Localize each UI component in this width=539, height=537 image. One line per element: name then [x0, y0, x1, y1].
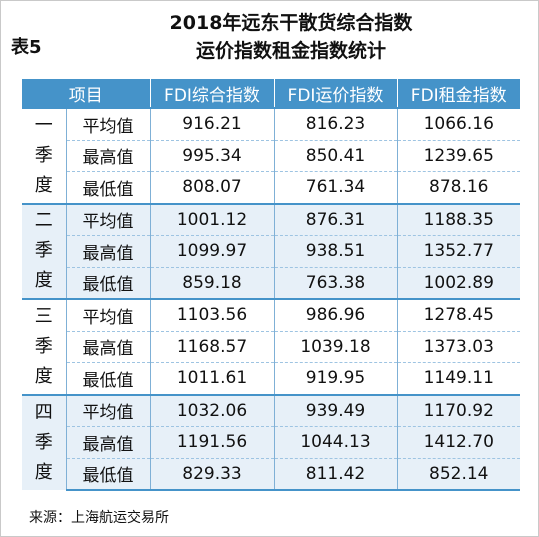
quarter-label-char: 度: [34, 365, 53, 387]
quarter-group-1: 一季度平均值 916.21 816.23 1066.16 最高值 995.34 850.41…: [22, 107, 520, 204]
composite-value: 808.07: [150, 171, 275, 204]
quarter-label-char: 三: [34, 305, 53, 327]
quarter-label-char: 季: [34, 144, 53, 166]
composite-value: 916.21: [150, 107, 275, 141]
item-cell: 最低值: [66, 362, 151, 395]
table-row: 最低值 859.18 763.38 1002.89: [22, 267, 520, 299]
table-row: 最高值 1191.56 1044.13 1412.70: [22, 426, 520, 459]
item-cell: 最低值: [66, 267, 151, 299]
composite-value: 1191.56: [150, 426, 275, 459]
quarter-label-char: 二: [34, 210, 53, 232]
rent-value: 852.14: [397, 458, 520, 491]
item-cell: 最高值: [66, 426, 151, 459]
composite-value: 1103.56: [150, 298, 275, 332]
quarter-label-char: 度: [34, 174, 53, 196]
header-freight: FDI运价指数: [274, 79, 398, 108]
rent-value: 1278.45: [397, 298, 520, 332]
quarter-label-char: 度: [34, 270, 53, 292]
title-line-2: 运价指数租金指数统计: [195, 40, 386, 62]
table-row: 最高值 1099.97 938.51 1352.77: [22, 235, 520, 268]
quarter-label: 三季度: [22, 298, 67, 395]
composite-value: 1099.97: [150, 235, 275, 268]
freight-value: 939.49: [274, 393, 398, 427]
composite-value: 995.34: [150, 140, 275, 172]
composite-value: 859.18: [150, 267, 275, 299]
freight-value: 816.23: [274, 107, 398, 141]
source-note: 来源：上海航运交易所: [29, 510, 169, 526]
quarter-label-char: 一: [34, 114, 53, 136]
item-cell: 平均值: [66, 298, 151, 332]
fdi-statistics-table: 项目 FDI综合指数 FDI运价指数 FDI租金指数 一季度平均值 916.21 8…: [22, 79, 520, 491]
freight-value: 811.42: [274, 458, 398, 491]
quarter-label-char: 四: [34, 401, 53, 423]
rent-value: 1149.11: [397, 362, 520, 395]
table-row: 四季度平均值 1032.06 939.49 1170.92: [22, 393, 520, 490]
title-line-1: 2018年远东干散货综合指数: [169, 12, 413, 34]
item-cell: 最低值: [66, 171, 151, 204]
quarter-group-3: 三季度平均值 1103.56 986.96 1278.45 最高值 1168.57 1039…: [22, 298, 520, 395]
freight-value: 919.95: [274, 362, 398, 395]
item-cell: 平均值: [66, 202, 151, 236]
table-row: 最低值 1011.61 919.95 1149.11: [22, 362, 520, 395]
freight-value: 876.31: [274, 202, 398, 236]
item-cell: 最低值: [66, 458, 151, 491]
rent-value: 1239.65: [397, 140, 520, 172]
table-row: 最低值 808.07 761.34 878.16: [22, 171, 520, 204]
rent-value: 1352.77: [397, 235, 520, 268]
table-row: 最高值 1168.57 1039.18 1373.03: [22, 331, 520, 363]
table-row: 最高值 995.34 850.41 1239.65: [22, 140, 520, 172]
quarter-label-char: 度: [34, 461, 53, 483]
table-number: 表5: [11, 37, 42, 58]
composite-value: 829.33: [150, 458, 275, 491]
item-cell: 平均值: [66, 393, 151, 427]
item-cell: 最高值: [66, 140, 151, 172]
quarter-label-char: 季: [34, 431, 53, 453]
quarter-label-char: 季: [34, 335, 53, 357]
quarter-label-char: 季: [34, 240, 53, 262]
composite-value: 1168.57: [150, 331, 275, 363]
composite-value: 1032.06: [150, 393, 275, 427]
table-row: 最低值 829.33 811.42 852.14: [22, 458, 520, 491]
table-row: 三季度平均值 1103.56 986.96 1278.45: [22, 298, 520, 395]
header-rent: FDI租金指数: [397, 79, 520, 108]
rent-value: 878.16: [397, 171, 520, 204]
table-row: 一季度平均值 916.21 816.23 1066.16: [22, 107, 520, 204]
composite-value: 1001.12: [150, 202, 275, 236]
rent-value: 1412.70: [397, 426, 520, 459]
freight-value: 763.38: [274, 267, 398, 299]
header-item: 项目: [22, 79, 151, 108]
header-composite: FDI综合指数: [150, 79, 275, 108]
rent-value: 1066.16: [397, 107, 520, 141]
quarter-label: 二季度: [22, 202, 67, 299]
quarter-label: 四季度: [22, 393, 67, 490]
rent-value: 1373.03: [397, 331, 520, 363]
rent-value: 1002.89: [397, 267, 520, 299]
freight-value: 850.41: [274, 140, 398, 172]
freight-value: 1039.18: [274, 331, 398, 363]
item-cell: 最高值: [66, 235, 151, 268]
table-row: 二季度平均值 1001.12 876.31 1188.35: [22, 202, 520, 299]
rent-value: 1170.92: [397, 393, 520, 427]
freight-value: 986.96: [274, 298, 398, 332]
freight-value: 938.51: [274, 235, 398, 268]
freight-value: 761.34: [274, 171, 398, 204]
freight-value: 1044.13: [274, 426, 398, 459]
rent-value: 1188.35: [397, 202, 520, 236]
quarter-group-4: 四季度平均值 1032.06 939.49 1170.92 最高值 1191.56 1044…: [22, 393, 520, 491]
quarter-group-2: 二季度平均值 1001.12 876.31 1188.35 最高值 1099.97 938.…: [22, 202, 520, 299]
composite-value: 1011.61: [150, 362, 275, 395]
quarter-label: 一季度: [22, 107, 67, 204]
item-cell: 最高值: [66, 331, 151, 363]
header-row: 项目 FDI综合指数 FDI运价指数 FDI租金指数: [22, 79, 520, 108]
item-cell: 平均值: [66, 107, 151, 141]
